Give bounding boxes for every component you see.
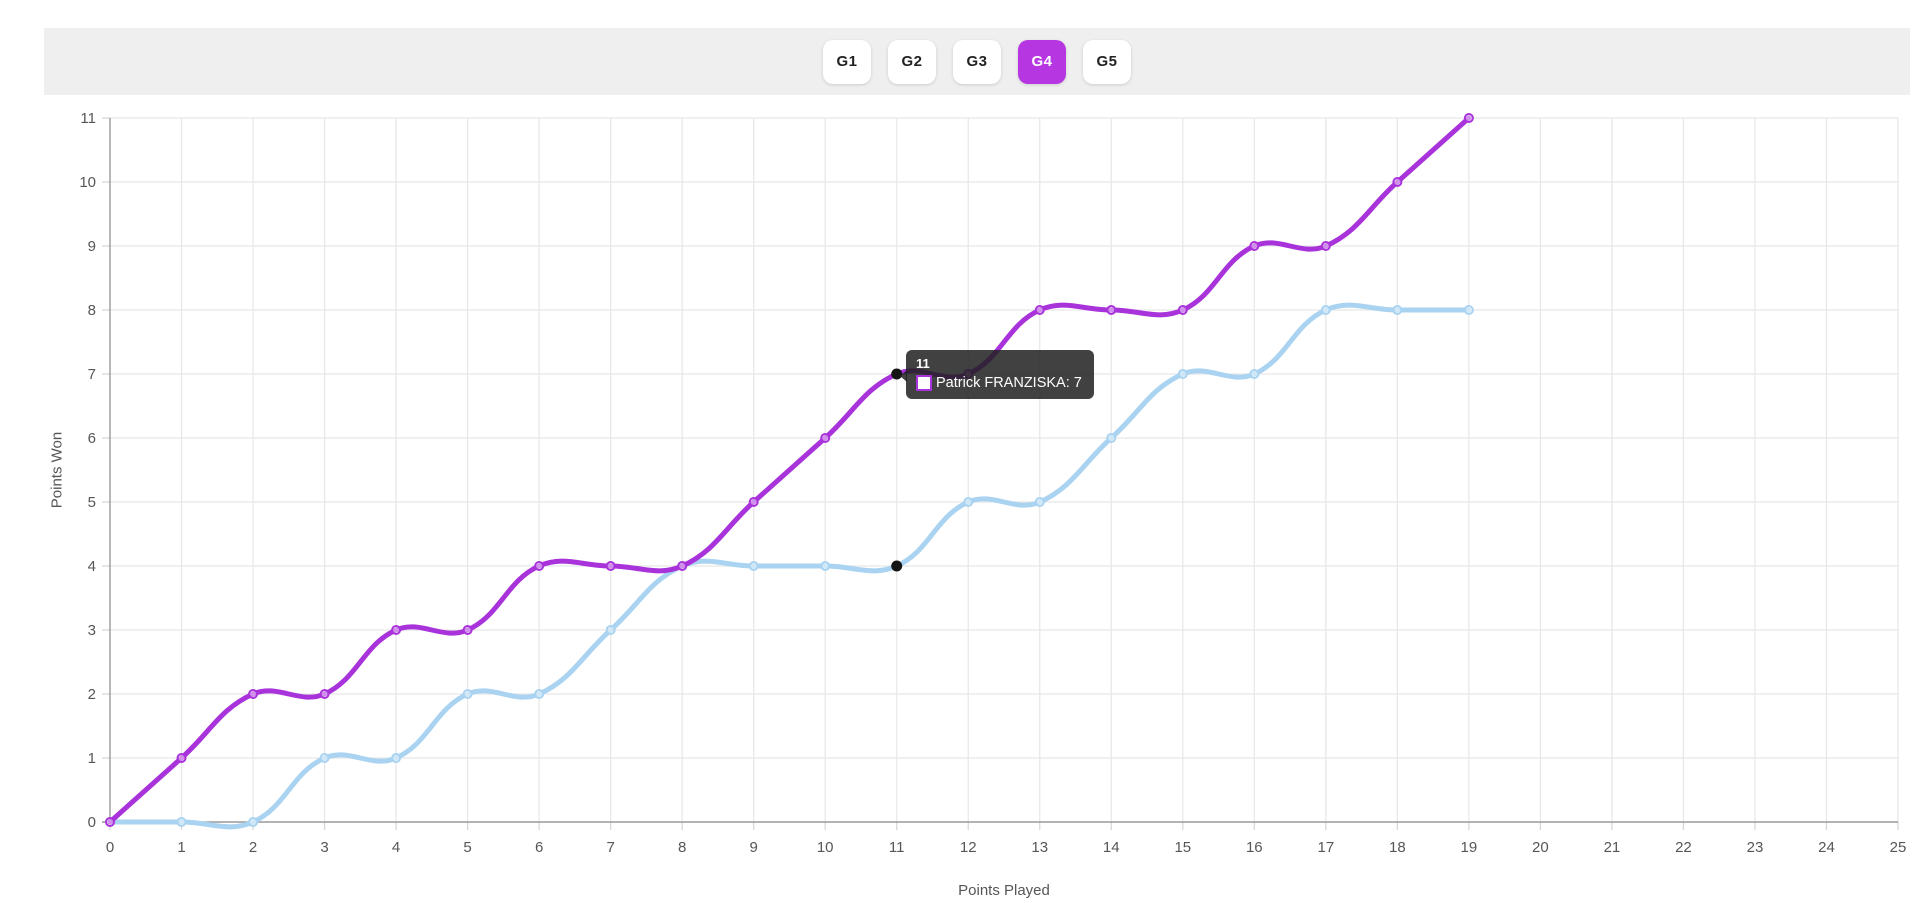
- svg-text:14: 14: [1103, 839, 1120, 856]
- svg-text:4: 4: [392, 839, 400, 856]
- svg-text:9: 9: [750, 839, 758, 856]
- svg-text:2: 2: [249, 839, 257, 856]
- svg-text:5: 5: [463, 839, 471, 856]
- svg-text:3: 3: [88, 622, 96, 639]
- svg-text:13: 13: [1031, 839, 1048, 856]
- svg-text:10: 10: [79, 174, 96, 191]
- chart-tooltip: 11 Patrick FRANZISKA: 7: [900, 350, 1094, 399]
- svg-text:10: 10: [817, 839, 834, 856]
- svg-text:25: 25: [1890, 839, 1907, 856]
- svg-text:3: 3: [320, 839, 328, 856]
- tooltip-title: 11: [916, 356, 930, 371]
- tooltip-row: Patrick FRANZISKA: 7: [916, 375, 1082, 391]
- svg-text:16: 16: [1246, 839, 1263, 856]
- svg-text:0: 0: [106, 839, 114, 856]
- svg-text:17: 17: [1317, 839, 1334, 856]
- svg-text:11: 11: [80, 110, 96, 127]
- svg-text:7: 7: [606, 839, 614, 856]
- svg-text:1: 1: [177, 839, 185, 856]
- tab-g3[interactable]: G3: [953, 39, 1001, 84]
- svg-text:8: 8: [88, 302, 96, 319]
- svg-text:4: 4: [88, 558, 96, 575]
- svg-text:23: 23: [1747, 839, 1764, 856]
- svg-text:24: 24: [1818, 839, 1835, 856]
- svg-text:15: 15: [1174, 839, 1191, 856]
- svg-text:7: 7: [88, 366, 96, 383]
- svg-text:9: 9: [88, 238, 96, 255]
- series-swatch-icon: [916, 375, 932, 391]
- y-axis-title: Points Won: [48, 431, 66, 509]
- x-axis-title: Points Played: [958, 882, 1050, 899]
- svg-text:18: 18: [1389, 839, 1406, 856]
- svg-text:6: 6: [88, 430, 96, 447]
- game-tab-bar: G1 G2 G3 G4 G5: [44, 28, 1910, 95]
- tab-g5[interactable]: G5: [1083, 39, 1131, 84]
- svg-text:12: 12: [960, 839, 977, 856]
- tooltip-text: Patrick FRANZISKA: 7: [936, 375, 1082, 391]
- svg-text:22: 22: [1675, 839, 1692, 856]
- svg-text:20: 20: [1532, 839, 1549, 856]
- tab-g4[interactable]: G4: [1018, 39, 1066, 84]
- svg-text:8: 8: [678, 839, 686, 856]
- svg-text:11: 11: [889, 839, 905, 856]
- svg-text:6: 6: [535, 839, 543, 856]
- svg-text:0: 0: [88, 814, 96, 831]
- svg-text:5: 5: [88, 494, 96, 511]
- tab-g2[interactable]: G2: [888, 39, 936, 84]
- svg-text:1: 1: [88, 750, 96, 767]
- game-tabs: G1 G2 G3 G4 G5: [823, 39, 1131, 84]
- tab-g1[interactable]: G1: [823, 39, 871, 84]
- svg-text:2: 2: [88, 686, 96, 703]
- svg-text:21: 21: [1604, 839, 1621, 856]
- svg-text:19: 19: [1461, 839, 1478, 856]
